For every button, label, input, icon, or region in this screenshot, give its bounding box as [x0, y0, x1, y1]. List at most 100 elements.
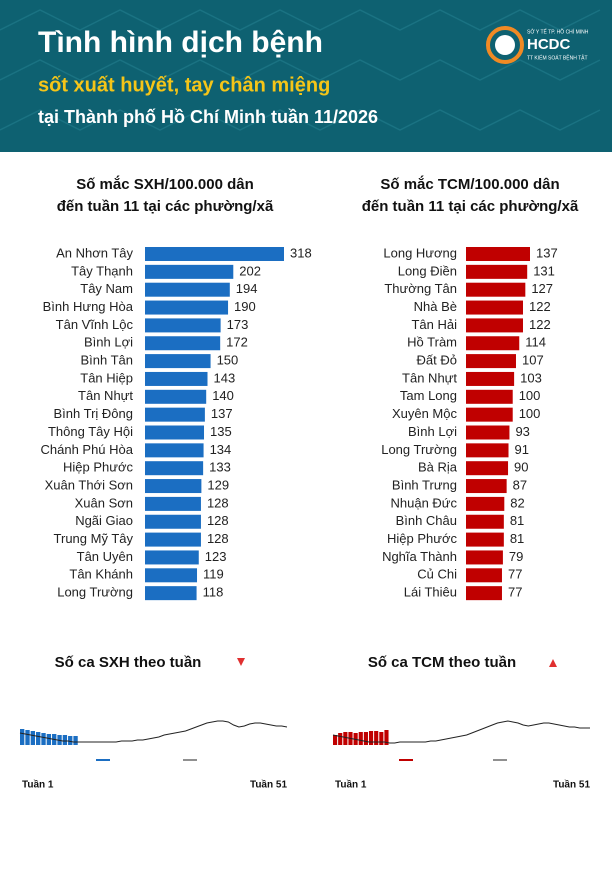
value-label: 100: [519, 406, 541, 421]
bar: [145, 550, 199, 565]
header-location: tại Thành phố Hồ Chí Minh tuần 11/2026: [38, 107, 378, 127]
bar: [466, 550, 503, 565]
value-label: 77: [508, 567, 522, 582]
value-label: 140: [212, 388, 234, 403]
chart-title: Số mắc TCM/100.000 dân: [380, 175, 559, 193]
category-label: Tân Nhựt: [78, 388, 133, 403]
bar: [145, 425, 205, 440]
bar: [466, 479, 507, 494]
category-label: Tây Thạnh: [71, 263, 133, 278]
bar: [145, 586, 197, 601]
bar: [145, 371, 208, 386]
logo-ring: [486, 26, 524, 64]
category-label: Bình Trưng: [392, 477, 457, 492]
bar: [145, 443, 204, 458]
bar: [20, 729, 25, 745]
category-label: Lái Thiêu: [404, 585, 457, 600]
x-label: Tuần 1: [22, 779, 54, 791]
category-label: Long Điền: [398, 263, 457, 278]
value-label: 81: [510, 513, 524, 528]
value-label: 128: [207, 513, 229, 528]
category-label: Tân Nhựt: [402, 370, 457, 385]
category-label: Bình Lợi: [408, 424, 457, 439]
value-label: 128: [207, 531, 229, 546]
category-label: Nhà Bè: [414, 299, 457, 314]
value-label: 190: [234, 299, 256, 314]
chart-title: Số ca SXH theo tuần: [55, 654, 202, 671]
value-label: 202: [239, 263, 261, 278]
value-label: 79: [509, 549, 523, 564]
bar: [62, 735, 68, 745]
bar: [466, 425, 510, 440]
value-label: 133: [209, 460, 231, 475]
line: [332, 720, 590, 744]
bar: [41, 733, 46, 745]
bar: [73, 736, 78, 745]
category-label: Long Trường: [381, 442, 457, 457]
category-label: Tây Nam: [80, 281, 133, 296]
value-label: 318: [290, 245, 312, 260]
value-label: 131: [533, 263, 555, 278]
bar: [466, 282, 526, 297]
value-label: 137: [536, 245, 558, 260]
bar: [466, 247, 530, 261]
value-label: 122: [529, 317, 551, 332]
header-band: [0, 0, 612, 152]
line: [19, 720, 288, 743]
bar: [466, 264, 528, 279]
category-label: Long Hương: [383, 245, 457, 260]
value-label: 128: [207, 495, 229, 510]
bar: [145, 354, 211, 369]
bar: [145, 461, 204, 476]
bar: [466, 389, 513, 404]
category-label: Xuân Thới Sơn: [45, 477, 133, 492]
category-label: Long Trường: [57, 585, 133, 600]
bar: [466, 461, 509, 476]
value-label: 135: [210, 424, 232, 439]
value-label: 127: [531, 281, 553, 296]
category-label: Tân Uyên: [77, 549, 133, 564]
trend-up: [549, 659, 557, 667]
category-label: Xuyên Mộc: [392, 406, 458, 421]
category-label: Bình Lợi: [84, 335, 133, 350]
value-label: 122: [529, 299, 551, 314]
bar: [466, 514, 504, 529]
category-label: Bình Trị Đông: [54, 406, 134, 421]
value-label: 194: [236, 281, 258, 296]
value-label: 118: [203, 585, 224, 600]
bar: [466, 336, 520, 351]
value-label: 87: [513, 477, 527, 492]
category-label: Hồ Tràm: [407, 335, 457, 350]
bar: [466, 586, 502, 601]
value-label: 81: [510, 531, 524, 546]
bar: [145, 496, 201, 511]
bar: [145, 514, 201, 529]
bar: [466, 354, 516, 369]
bar: [145, 336, 221, 351]
bar: [466, 371, 515, 386]
value-label: 123: [205, 549, 227, 564]
logo-name: HCDC: [527, 36, 570, 53]
bar: [145, 568, 198, 583]
bar: [36, 732, 41, 745]
header-pattern: [0, 9, 601, 131]
category-label: Bình Tân: [80, 353, 133, 368]
category-label: Bình Hưng Hòa: [43, 299, 134, 314]
bar: [145, 264, 234, 279]
category-label: Nhuận Đức: [390, 495, 457, 510]
value-label: 103: [520, 370, 542, 385]
logo-unit: TT KIỂM SOÁT BỆNH TẬT: [527, 53, 588, 61]
bar: [466, 407, 513, 422]
bar: [145, 247, 284, 261]
x-label: Tuần 51: [553, 779, 590, 791]
bar: [368, 731, 374, 745]
category-label: Hiệp Phước: [63, 460, 133, 475]
value-label: 93: [515, 424, 529, 439]
value-label: 173: [227, 317, 249, 332]
bar: [363, 732, 368, 745]
value-label: 91: [515, 442, 529, 457]
bar: [384, 730, 389, 745]
bar: [145, 479, 202, 494]
bar: [68, 736, 73, 745]
bar: [145, 282, 230, 297]
